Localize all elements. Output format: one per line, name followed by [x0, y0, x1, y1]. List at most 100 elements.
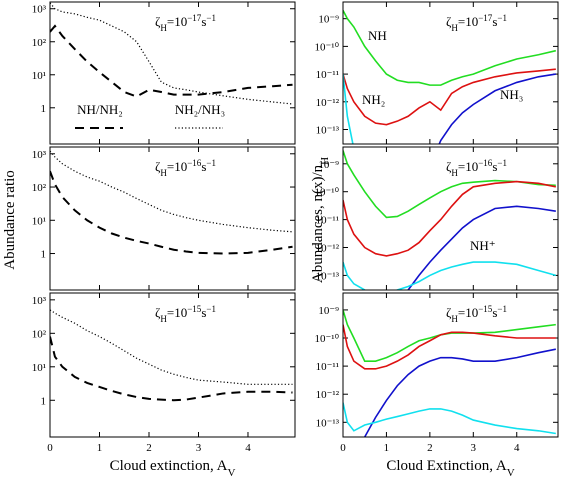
series-line: [50, 336, 293, 402]
annotation-part: −15: [478, 304, 493, 314]
series-label: NH₃: [500, 87, 523, 102]
annotation-part: H: [160, 23, 167, 33]
series-line: [343, 261, 557, 290]
x-axis-title-sub: V: [227, 467, 235, 478]
x-axis-title-sub: V: [507, 467, 515, 478]
annotation-part: −1: [497, 13, 507, 23]
series-line: [50, 309, 293, 385]
y-tick-label: 10⁻⁹: [318, 159, 339, 171]
series-line: [343, 180, 556, 257]
panel-frame: [342, 146, 559, 291]
annotation-part: H: [160, 314, 167, 324]
annotation-part: −1: [206, 304, 216, 314]
y-axis-title-sub: H: [319, 157, 331, 165]
x-tick-label: 1: [97, 442, 103, 454]
series-line: [343, 309, 556, 362]
y-tick-label: 10²: [32, 37, 47, 49]
annotation-part: ζ: [155, 14, 161, 29]
series-line: [50, 170, 293, 255]
annotation-part: =10: [167, 159, 187, 174]
y-axis-title: Abundance ratio: [2, 170, 18, 270]
y-tick-label: 10³: [32, 149, 47, 161]
annotation: ζH=10−15s−1: [155, 304, 216, 324]
annotation-part: s: [201, 14, 206, 29]
series-line: [364, 348, 556, 437]
series-line: [407, 205, 556, 290]
annotation-part: −15: [187, 304, 202, 314]
x-tick-label: 3: [471, 442, 477, 454]
y-tick-label: 10¹: [32, 215, 46, 227]
y-axis-title: Abundances, n(x)/nH: [310, 157, 331, 283]
y-tick-label: 10⁻¹⁰: [314, 41, 339, 53]
x-axis-title: Cloud Extinction, AV: [386, 458, 514, 478]
panel-frame: [342, 292, 559, 438]
panel-frame: [49, 1, 296, 145]
x-tick-label: 0: [47, 442, 53, 454]
y-tick-label: 10⁻¹⁰: [314, 187, 339, 199]
y-tick-label: 10³: [32, 4, 47, 16]
x-axis-title-text: Cloud extinction, A: [110, 458, 228, 474]
annotation-part: −17: [478, 13, 493, 23]
annotation-part: s: [201, 305, 206, 320]
x-tick-label: 2: [427, 442, 433, 454]
series-line: [343, 324, 556, 370]
series-label: NH⁺: [470, 238, 496, 253]
annotation-part: ζ: [155, 305, 161, 320]
y-tick-label: 10²: [32, 182, 47, 194]
y-tick-label: 10¹: [32, 362, 46, 374]
annotation-part: =10: [167, 14, 187, 29]
annotation-part: =10: [458, 305, 478, 320]
panel-frame: [49, 292, 296, 438]
annotation: ζH=10−16s−1: [446, 158, 507, 178]
annotation-part: H: [160, 168, 167, 178]
annotation-part: =10: [167, 305, 187, 320]
panel-frame: [49, 146, 296, 291]
y-tick-label: 10⁻¹¹: [316, 69, 339, 81]
x-tick-label: 1: [384, 442, 390, 454]
y-tick-label: 1: [41, 103, 47, 115]
annotation: ζH=10−15s−1: [446, 304, 507, 324]
annotation-part: s: [201, 159, 206, 174]
annotation: ζH=10−16s−1: [155, 158, 216, 178]
y-tick-label: 10⁻⁹: [318, 305, 339, 317]
series-line: [343, 74, 354, 144]
y-tick-label: 10⁻⁹: [318, 14, 339, 26]
annotation-part: ζ: [446, 14, 452, 29]
y-tick-label: 10⁻¹¹: [316, 361, 339, 373]
y-tick-label: 1: [41, 249, 47, 261]
series-line: [343, 402, 556, 435]
y-tick-label: 10⁻¹³: [316, 125, 340, 137]
annotation-part: H: [451, 168, 458, 178]
panel-frame: [342, 1, 559, 145]
annotation-part: ζ: [446, 159, 452, 174]
y-tick-label: 10⁻¹³: [316, 417, 340, 429]
x-axis-title-text: Cloud Extinction, A: [386, 458, 507, 474]
annotation: ζH=10−17s−1: [155, 13, 216, 33]
x-axis-title: Cloud extinction, AV: [110, 458, 236, 478]
series-line: [343, 68, 556, 126]
annotation-part: −1: [206, 13, 216, 23]
annotation-part: H: [451, 23, 458, 33]
y-axis-title-text: Abundance ratio: [2, 170, 18, 270]
annotation-part: =10: [458, 14, 478, 29]
y-tick-label: 10⁻¹⁰: [314, 333, 339, 345]
annotation: ζH=10−17s−1: [446, 13, 507, 33]
y-tick-label: 10⁻¹²: [316, 97, 340, 109]
series-line: [438, 73, 556, 144]
x-tick-label: 4: [514, 442, 520, 454]
series-label: NH₂: [362, 92, 385, 107]
x-tick-label: 4: [245, 442, 251, 454]
annotation-part: s: [492, 14, 497, 29]
y-tick-label: 10⁻¹²: [316, 243, 340, 255]
series-label: NH: [368, 28, 387, 43]
y-tick-label: 10²: [32, 328, 47, 340]
annotation-part: −16: [187, 158, 202, 168]
annotation-part: −16: [478, 158, 493, 168]
x-tick-label: 0: [340, 442, 346, 454]
series-line: [50, 24, 293, 98]
annotation-part: ζ: [155, 159, 161, 174]
y-tick-label: 1: [41, 395, 47, 407]
y-tick-label: 10⁻¹²: [316, 389, 340, 401]
annotation-part: −1: [206, 158, 216, 168]
